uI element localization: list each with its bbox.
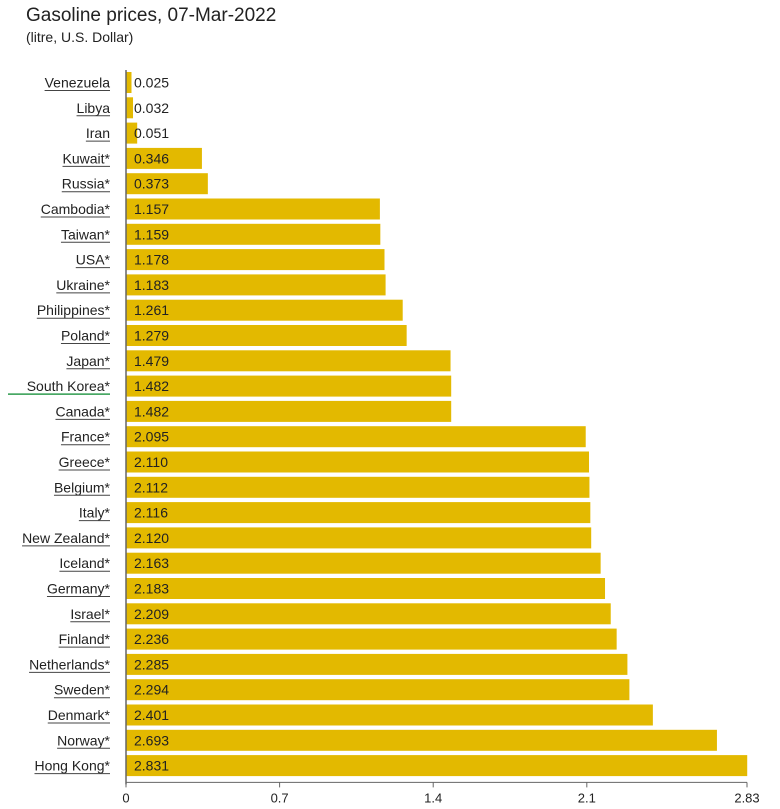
category-label[interactable]: Ukraine* <box>56 277 110 293</box>
bar-13 <box>126 400 452 422</box>
bar-7 <box>126 249 385 271</box>
x-tick-label: 2.83 <box>734 790 759 805</box>
bar-25 <box>126 704 653 726</box>
value-label: 1.482 <box>134 403 169 419</box>
category-label[interactable]: France* <box>61 429 111 445</box>
value-label: 2.116 <box>134 505 168 521</box>
category-label[interactable]: Netherlands* <box>29 656 110 672</box>
bar-22 <box>126 628 617 650</box>
value-label: 1.279 <box>134 328 169 344</box>
category-label[interactable]: South Korea* <box>27 378 111 394</box>
bar-1 <box>126 97 134 119</box>
chart-title: Gasoline prices, 07-Mar-2022 <box>26 5 277 26</box>
category-label[interactable]: Libya <box>77 100 111 116</box>
x-tick-label: 0.7 <box>271 790 289 805</box>
category-label[interactable]: Russia* <box>62 176 111 192</box>
value-label: 1.479 <box>134 353 169 369</box>
bar-18 <box>126 527 592 549</box>
bar-23 <box>126 653 628 675</box>
bar-27 <box>126 755 748 777</box>
category-label[interactable]: Kuwait* <box>63 150 111 166</box>
chart-subtitle: (litre, U.S. Dollar) <box>26 29 134 45</box>
category-label[interactable]: Italy* <box>79 505 111 521</box>
bar-17 <box>126 502 591 524</box>
category-label[interactable]: Japan* <box>66 353 110 369</box>
value-label: 0.346 <box>134 150 169 166</box>
bar-21 <box>126 603 611 625</box>
bar-20 <box>126 578 606 599</box>
bar-3 <box>126 147 202 169</box>
value-label: 0.032 <box>134 100 169 116</box>
bar-0 <box>126 72 132 93</box>
x-tick-label: 1.4 <box>424 790 442 805</box>
category-label[interactable]: Poland* <box>61 328 111 344</box>
category-label[interactable]: Hong Kong* <box>34 758 110 774</box>
value-label: 1.159 <box>134 226 169 242</box>
category-label[interactable]: Venezuela <box>45 75 111 91</box>
bar-24 <box>126 679 630 701</box>
category-label[interactable]: Canada* <box>56 403 111 419</box>
category-label[interactable]: Taiwan* <box>61 226 111 242</box>
value-label: 2.110 <box>134 454 168 470</box>
category-label[interactable]: Norway* <box>57 732 110 748</box>
category-label[interactable]: USA* <box>76 252 111 268</box>
bar-4 <box>126 173 208 195</box>
value-label: 1.183 <box>134 277 169 293</box>
category-label[interactable]: Belgium* <box>54 479 111 495</box>
bar-14 <box>126 426 586 448</box>
category-label[interactable]: Finland* <box>59 631 111 647</box>
category-label[interactable]: Iceland* <box>59 555 110 571</box>
value-label: 2.112 <box>134 479 168 495</box>
category-label[interactable]: Denmark* <box>48 707 111 723</box>
value-label: 2.183 <box>134 581 169 597</box>
x-tick-label: 0 <box>122 790 129 805</box>
x-tick-label: 2.1 <box>578 790 596 805</box>
value-label: 2.401 <box>134 707 169 723</box>
value-label: 2.294 <box>134 682 169 698</box>
value-label: 1.178 <box>134 252 169 268</box>
value-label: 2.831 <box>134 758 169 774</box>
bar-10 <box>126 325 407 346</box>
value-label: 2.285 <box>134 656 169 672</box>
bar-9 <box>126 299 403 321</box>
value-label: 2.209 <box>134 606 169 622</box>
category-label[interactable]: Germany* <box>47 581 111 597</box>
category-label[interactable]: Philippines* <box>37 302 111 318</box>
bar-11 <box>126 350 451 372</box>
bar-19 <box>126 552 601 574</box>
bar-15 <box>126 451 590 473</box>
bar-5 <box>126 198 380 220</box>
value-label: 2.120 <box>134 530 169 546</box>
value-label: 1.261 <box>134 302 169 318</box>
bar-2 <box>126 122 138 144</box>
category-label[interactable]: Cambodia* <box>41 201 111 217</box>
category-label[interactable]: New Zealand* <box>22 530 110 546</box>
value-label: 2.095 <box>134 429 169 445</box>
value-label: 0.373 <box>134 176 169 192</box>
bar-16 <box>126 476 590 498</box>
value-label: 1.157 <box>134 201 169 217</box>
value-label: 2.693 <box>134 732 169 748</box>
bar-12 <box>126 375 452 397</box>
value-label: 2.163 <box>134 555 169 571</box>
bar-26 <box>126 729 717 751</box>
value-label: 0.051 <box>134 125 169 141</box>
category-label[interactable]: Greece* <box>59 454 111 470</box>
value-label: 1.482 <box>134 378 169 394</box>
value-label: 0.025 <box>134 75 169 91</box>
category-label[interactable]: Sweden* <box>54 682 111 698</box>
bar-6 <box>126 223 381 245</box>
category-label[interactable]: Iran <box>86 125 110 141</box>
category-label[interactable]: Israel* <box>70 606 110 622</box>
value-label: 2.236 <box>134 631 169 647</box>
bar-8 <box>126 274 386 296</box>
